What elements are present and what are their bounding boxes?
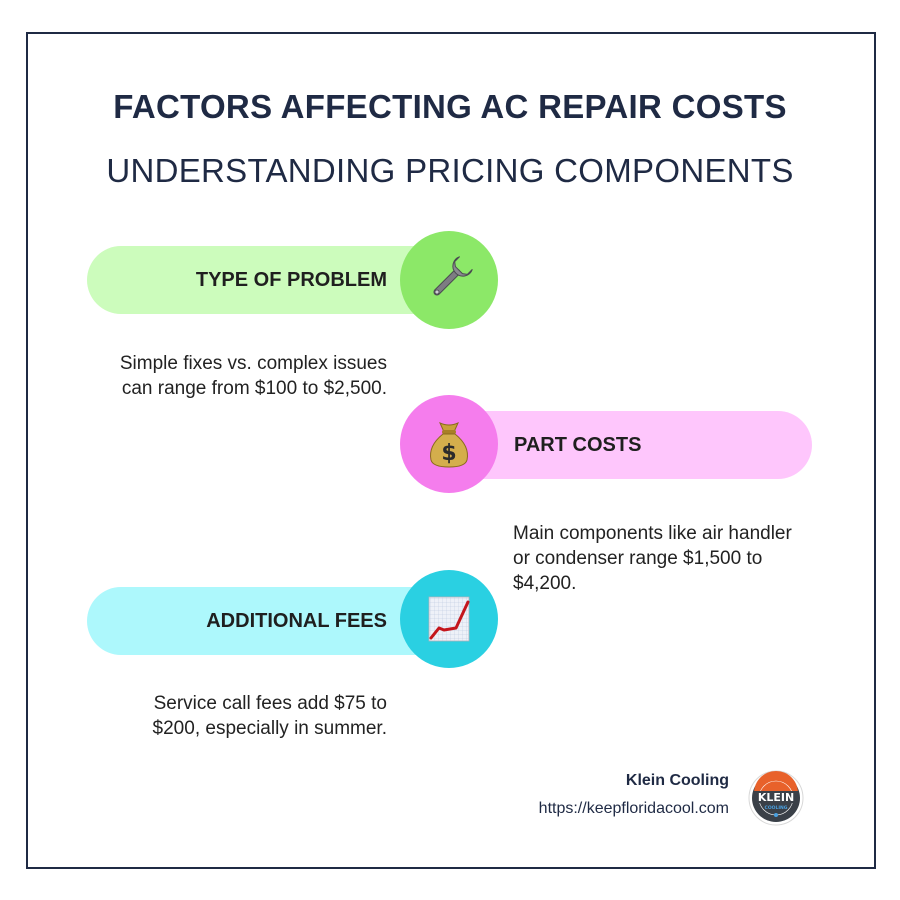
factor-label: TYPE OF PROBLEM — [195, 269, 387, 291]
factor-icon-circle — [400, 231, 498, 329]
factor-description: Service call fees add $75 to $200, espec… — [152, 693, 387, 739]
klein-cooling-logo: KLEIN COOLING — [748, 770, 804, 826]
brand-url[interactable]: https://keepfloridacool.com — [538, 800, 729, 817]
factor-description: Simple fixes vs. complex issues can rang… — [119, 353, 387, 399]
svg-text:KLEIN: KLEIN — [758, 791, 794, 804]
infographic-frame — [26, 32, 876, 869]
svg-text:COOLING: COOLING — [765, 805, 788, 811]
factor-description: Main components like air handler or cond… — [513, 523, 792, 594]
page-subtitle: UNDERSTANDING PRICING COMPONENTS — [106, 152, 794, 189]
page-title: FACTORS AFFECTING AC REPAIR COSTS — [113, 88, 787, 125]
brand-name: Klein Cooling — [625, 772, 729, 789]
factor-label: ADDITIONAL FEES — [206, 610, 387, 632]
wrench-icon — [433, 256, 473, 296]
money-bag-icon: $ — [430, 422, 468, 468]
svg-text:$: $ — [441, 441, 456, 466]
chart-increasing-icon — [428, 596, 470, 642]
factor-label: PART COSTS — [514, 434, 642, 456]
factor-icon-circle — [400, 570, 498, 668]
factor-icon-circle: $ — [400, 395, 498, 493]
